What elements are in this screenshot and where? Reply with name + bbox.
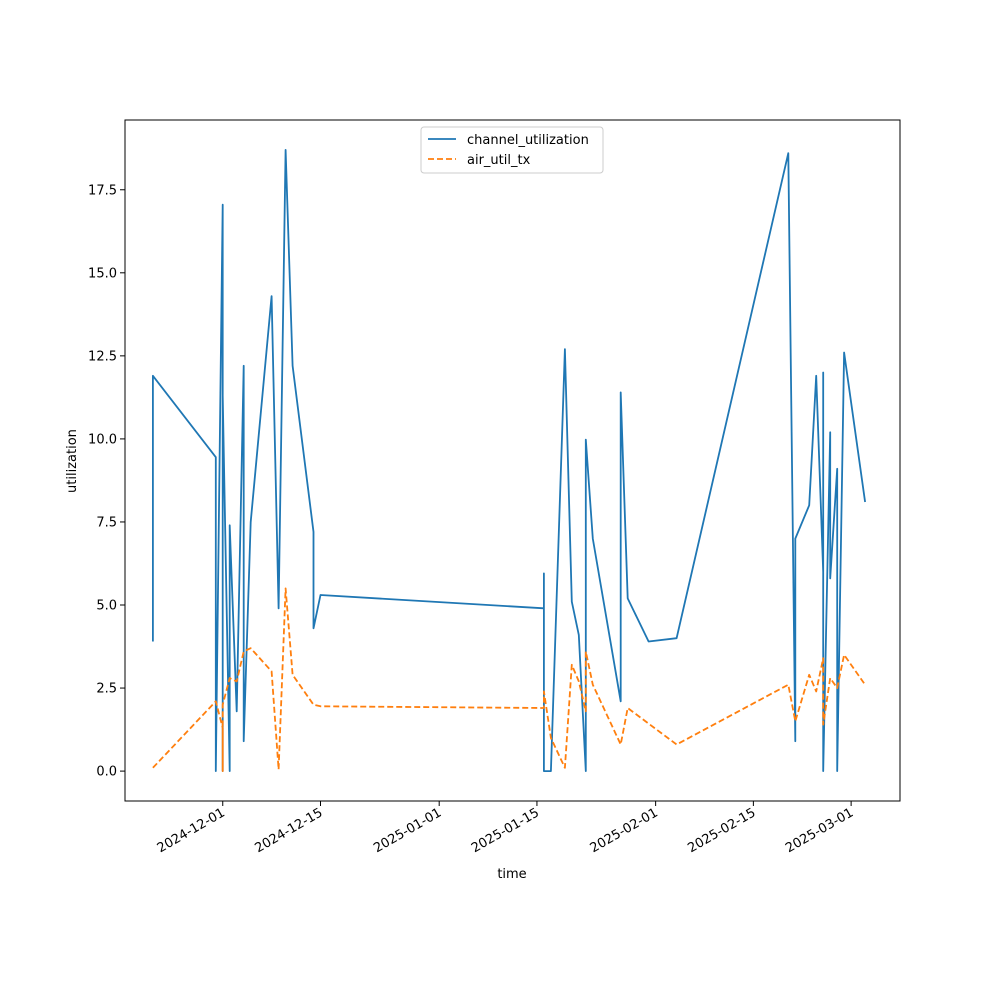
x-axis-label: time	[497, 867, 526, 882]
legend-box	[420, 126, 604, 174]
series-line-channel-utilization	[152, 149, 866, 772]
y-tick-label-12-5: 12.5	[88, 349, 117, 364]
y-axis-label: utilization	[65, 429, 80, 493]
y-axis-ticks: 0.0 2.5 5.0 7.5 10.0 12.5 15.0 17.5	[88, 183, 125, 780]
y-tick-label-2-5: 2.5	[96, 682, 117, 697]
y-tick-label-7-5: 7.5	[96, 515, 117, 530]
legend-label-channel-utilization: channel_utilization	[467, 133, 589, 148]
y-tick-label-5-0: 5.0	[96, 599, 117, 614]
legend-label-air-util-tx: air_util_tx	[467, 153, 531, 168]
legend: channel_utilization air_util_tx	[420, 126, 604, 174]
series-line-air-util-tx	[152, 587, 866, 772]
y-tick-label-0-0: 0.0	[96, 765, 117, 780]
plot-frame	[124, 119, 901, 802]
series-layer	[152, 149, 866, 772]
plot-area	[125, 120, 900, 801]
y-tick-label-10-0: 10.0	[88, 432, 117, 447]
y-tick-label-15-0: 15.0	[88, 266, 117, 281]
y-tick-label-17-5: 17.5	[88, 183, 117, 198]
